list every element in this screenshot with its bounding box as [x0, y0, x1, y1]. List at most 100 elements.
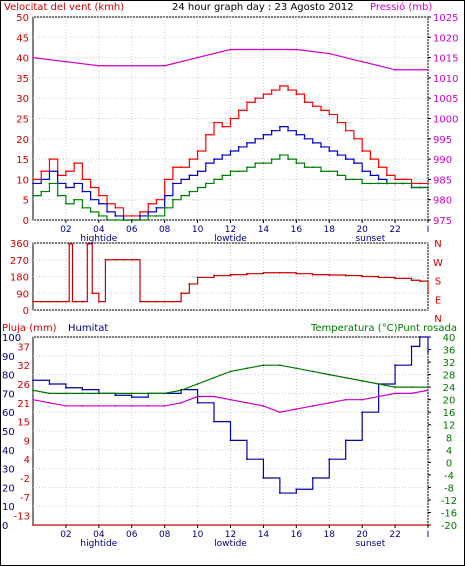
- hum-series-temperature-point-6: [130, 392, 133, 395]
- dir-compass-label-2: S: [435, 277, 441, 288]
- wind-series-low-point-37: [336, 174, 339, 177]
- hum-series-dewpoint-point-20: [361, 398, 364, 401]
- wind-series-low-point-8: [97, 215, 100, 217]
- wind-series-low-point-36: [328, 170, 331, 173]
- wind-xtick-label-10: 22: [389, 225, 400, 235]
- wind-event-lowtide: lowtide: [214, 234, 247, 244]
- wind-series-low-point-43: [385, 182, 388, 185]
- wind-series-low-point-46: [410, 186, 413, 189]
- wind-series-gust-point-47: [418, 182, 421, 185]
- temperature-title: Temperatura (°C)Punt rosada: [310, 323, 457, 334]
- hum-series-temperature-point-11: [213, 376, 215, 379]
- dir-compass-label-1: W: [433, 258, 443, 269]
- wind-series-average-point-33: [303, 137, 306, 140]
- wind-series-low-point-33: [303, 166, 306, 169]
- hum-series-dewpoint-point-3: [81, 405, 84, 407]
- hum-series-humidity-point-13: [246, 458, 248, 461]
- wind-series-gust-point-42: [377, 166, 380, 169]
- pressure-ytick-label-2: 985: [433, 175, 452, 186]
- wind-series-gust-point-38: [344, 129, 347, 132]
- hum-event-sunset: sunset: [355, 539, 385, 549]
- wind-series-pressure-point-1: [65, 60, 67, 63]
- pressure-ytick-label-8: 1015: [433, 54, 458, 65]
- dir-series-direction-point-19: [163, 300, 166, 303]
- hum-series-humidity-point-16: [295, 488, 298, 491]
- wind-series-low-point-35: [320, 170, 322, 173]
- wind-series-gust-point-2: [48, 158, 51, 161]
- wind-series-average-point-27: [254, 137, 257, 140]
- wind-series-gust-point-44: [394, 178, 396, 181]
- hum-series-humidity-point-23: [410, 345, 413, 348]
- hum-xtick-label-1: 04: [93, 530, 105, 540]
- hum-series-dewpoint-point-1: [48, 401, 51, 404]
- wind-series-gust-point-14: [147, 202, 150, 205]
- wind-xtick-label-7: 16: [291, 225, 303, 235]
- rain-ytick-label-0: 0: [2, 521, 8, 532]
- hum-series-humidity-point-20: [361, 411, 364, 414]
- wind-series-gust-point-26: [246, 101, 248, 104]
- temp-ytick-label-12: 28: [443, 371, 456, 382]
- humidity-ytick-label-1: -7: [20, 493, 30, 504]
- wind-series-gust-point-1: [40, 170, 43, 173]
- wind-series-average-point-36: [328, 150, 331, 152]
- wind-series-gust-point-40: [361, 150, 364, 152]
- wind-xtick-label-3: 08: [159, 225, 171, 235]
- wind-series-low-point-6: [81, 206, 84, 209]
- wind-series-average-point-35: [320, 146, 322, 148]
- dir-series-direction-point-3: [56, 300, 59, 303]
- wind-series-pressure-point-9: [328, 52, 331, 55]
- hum-series-rain-point-0: [32, 524, 34, 526]
- wind-ytick-label-7: 35: [16, 74, 29, 85]
- hum-series-temperature-point-9: [180, 389, 183, 392]
- hum-series-temperature-point-2: [65, 392, 67, 395]
- hum-series-temperature-point-23: [410, 386, 413, 389]
- wind-series-gust-point-6: [81, 178, 84, 181]
- hum-series-dewpoint-point-21: [377, 395, 380, 398]
- wind-series-gust-point-39: [353, 137, 355, 140]
- wind-title: Velocitat del vent (kmh): [4, 2, 124, 13]
- wind-ytick-label-3: 15: [16, 155, 29, 166]
- dir-series-direction-point-0: [32, 300, 34, 303]
- wind-series-pressure-point-8: [295, 48, 298, 51]
- wind-series-low-point-34: [311, 166, 314, 169]
- wind-series-average-point-18: [180, 178, 183, 181]
- wind-ytick-label-9: 45: [16, 33, 29, 44]
- humidity-ytick-label-6: 21: [17, 399, 30, 410]
- wind-series-gust-point-13: [139, 210, 141, 213]
- dir-series-direction-point-5: [68, 243, 71, 245]
- hum-series-temperature-point-16: [295, 367, 298, 370]
- wind-ytick-label-2: 10: [16, 175, 29, 186]
- wind-series-low-point-44: [394, 182, 396, 185]
- wind-series-average-point-2: [48, 170, 51, 173]
- wind-series-low-point-4: [65, 202, 67, 205]
- dir-series-direction-point-8: [81, 300, 84, 303]
- hum-series-temperature-point-14: [262, 364, 265, 367]
- wind-series-low-point-10: [114, 219, 117, 221]
- wind-ytick-label-6: 30: [16, 94, 29, 105]
- hum-series-dewpoint-point-24: [427, 389, 429, 392]
- wind-series-average-point-15: [155, 206, 158, 209]
- pressure-ytick-label-9: 1020: [433, 33, 458, 44]
- humidity-ytick-label-9: 37: [17, 342, 30, 353]
- hum-series-dewpoint-point-19: [344, 398, 347, 401]
- wind-series-low-point-5: [73, 198, 76, 201]
- temp-ytick-label-4: -4: [444, 471, 454, 482]
- wind-series-low-point-25: [237, 170, 240, 173]
- wind-event-hightide: hightide: [80, 234, 117, 244]
- wind-xtick-label-5: 12: [225, 225, 236, 235]
- humidity-ytick-label-2: -2: [20, 474, 30, 485]
- dir-series-direction-point-35: [394, 277, 396, 280]
- wind-series-low-point-45: [402, 182, 405, 185]
- wind-xtick-label-1: 04: [93, 225, 105, 235]
- wind-series-gust-point-16: [163, 178, 166, 181]
- dir-series-direction-point-14: [122, 258, 125, 261]
- pressure-ytick-label-0: 975: [433, 216, 452, 227]
- hum-series-temperature-point-10: [196, 383, 199, 385]
- wind-series-low-point-30: [278, 154, 281, 156]
- wind-series-gust-point-21: [204, 133, 207, 136]
- hum-series-dewpoint-point-14: [262, 405, 265, 407]
- wind-series-average-point-7: [89, 198, 92, 201]
- wind-series-gust-point-10: [114, 206, 117, 209]
